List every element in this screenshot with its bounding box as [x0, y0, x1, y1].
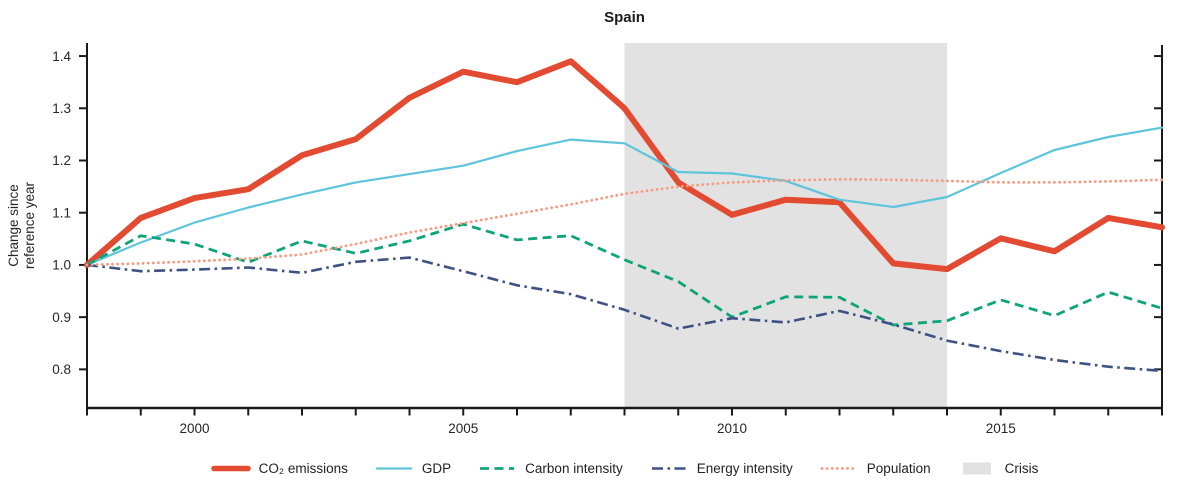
legend-label-population: Population [866, 460, 931, 476]
legend-label-co-emissions: CO₂ emissions [258, 460, 348, 476]
y-axis-label-line1: Change since [6, 184, 21, 267]
legend-swatch-gdp [375, 466, 413, 470]
legend-item-population: Population [819, 461, 931, 476]
x-tick-label: 2010 [717, 421, 747, 436]
legend-item-energy-intensity: Energy intensity [649, 461, 793, 476]
series-layer [84, 58, 1165, 373]
crisis-band [624, 43, 947, 408]
x-tick-label: 2000 [179, 421, 209, 436]
y-tick-label: 1.2 [52, 153, 71, 168]
x-tick-label: 2015 [986, 421, 1016, 436]
legend-item-crisis: Crisis [957, 460, 1039, 476]
series-line-energy-intensity [86, 256, 1163, 373]
legend-label-crisis: Crisis [1004, 460, 1039, 476]
y-tick-label: 0.8 [52, 362, 71, 377]
legend-swatch-crisis [962, 462, 991, 474]
y-tick-label: 0.9 [52, 310, 71, 325]
legend-label-energy-intensity: Energy intensity [696, 460, 793, 476]
series-line-co-emissions [84, 58, 1165, 273]
y-tick-label: 1.1 [52, 205, 71, 220]
x-tick-label: 2005 [448, 421, 478, 436]
legend-swatch-energy-intensity [651, 466, 686, 470]
legend: CO₂ emissions GDP Carbon intensity Energy i… [69, 456, 1180, 480]
legend-crisis-swatch-rect [962, 462, 991, 474]
legend-swatch-population [820, 466, 858, 470]
chart-title: Spain [604, 9, 645, 26]
y-tick-label: 1.4 [52, 49, 71, 64]
legend-swatch-co-emissions [210, 465, 251, 471]
y-tick-label: 1.0 [52, 258, 71, 273]
legend-item-gdp: GDP [374, 461, 451, 476]
legend-item-co-emissions: CO₂ emissions [210, 460, 348, 476]
y-tick-label: 1.3 [52, 101, 71, 116]
series-line-carbon-intensity [86, 222, 1163, 327]
y-axis-label-line2: reference year [22, 181, 37, 269]
crisis-band-layer [624, 43, 947, 408]
legend-label-gdp: GDP [421, 460, 452, 476]
legend-item-carbon-intensity: Carbon intensity [477, 461, 623, 476]
legend-swatch-carbon-intensity [480, 466, 515, 470]
legend-label-carbon-intensity: Carbon intensity [525, 460, 623, 476]
series-line-population [85, 177, 1164, 267]
axes-layer: 0.8 0.9 1.0 1.1 1.2 1.3 1.4 2000 2005 2010 2015 [52, 43, 1163, 436]
